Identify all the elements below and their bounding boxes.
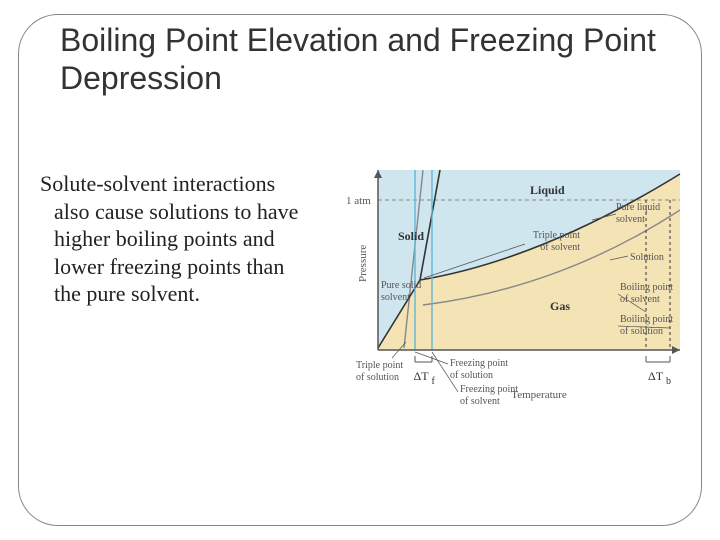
svg-text:of solvent: of solvent <box>460 396 500 407</box>
phase-diagram: Pressure Temperature 1 atm Solid Liquid Gas Pu… <box>320 160 700 430</box>
svg-text:Gas: Gas <box>550 299 570 313</box>
svg-text:of solution: of solution <box>356 372 399 383</box>
svg-text:solvent: solvent <box>381 292 410 303</box>
svg-text:f: f <box>432 376 436 387</box>
svg-text:Pure solid: Pure solid <box>381 280 421 291</box>
svg-text:Liquid: Liquid <box>530 183 565 197</box>
svg-text:1 atm: 1 atm <box>346 195 371 207</box>
svg-text:Solid: Solid <box>398 229 424 243</box>
paragraph: Solute-solvent interactions also cause s… <box>40 170 315 308</box>
svg-text:Freezing point: Freezing point <box>450 358 508 369</box>
body-text: Solute-solvent interactions also cause s… <box>40 170 315 308</box>
svg-text:of solution: of solution <box>450 370 493 381</box>
svg-text:Freezing point: Freezing point <box>460 384 518 395</box>
svg-text:solvent: solvent <box>616 214 645 225</box>
svg-text:ΔT: ΔT <box>648 369 664 383</box>
svg-text:of solvent: of solvent <box>540 242 580 253</box>
svg-text:b: b <box>666 376 671 387</box>
svg-text:Pressure: Pressure <box>357 245 369 282</box>
slide-title: Boiling Point Elevation and Freezing Poi… <box>60 22 660 98</box>
svg-text:ΔT: ΔT <box>414 369 430 383</box>
svg-text:Boiling point: Boiling point <box>620 314 673 325</box>
svg-text:Triple point: Triple point <box>533 230 580 241</box>
svg-text:Temperature: Temperature <box>511 389 567 401</box>
svg-text:Boiling point: Boiling point <box>620 282 673 293</box>
svg-text:Triple point: Triple point <box>356 360 403 371</box>
slide: Boiling Point Elevation and Freezing Poi… <box>0 0 720 540</box>
svg-text:Pure liquid: Pure liquid <box>616 202 660 213</box>
svg-text:Solution: Solution <box>630 252 664 263</box>
